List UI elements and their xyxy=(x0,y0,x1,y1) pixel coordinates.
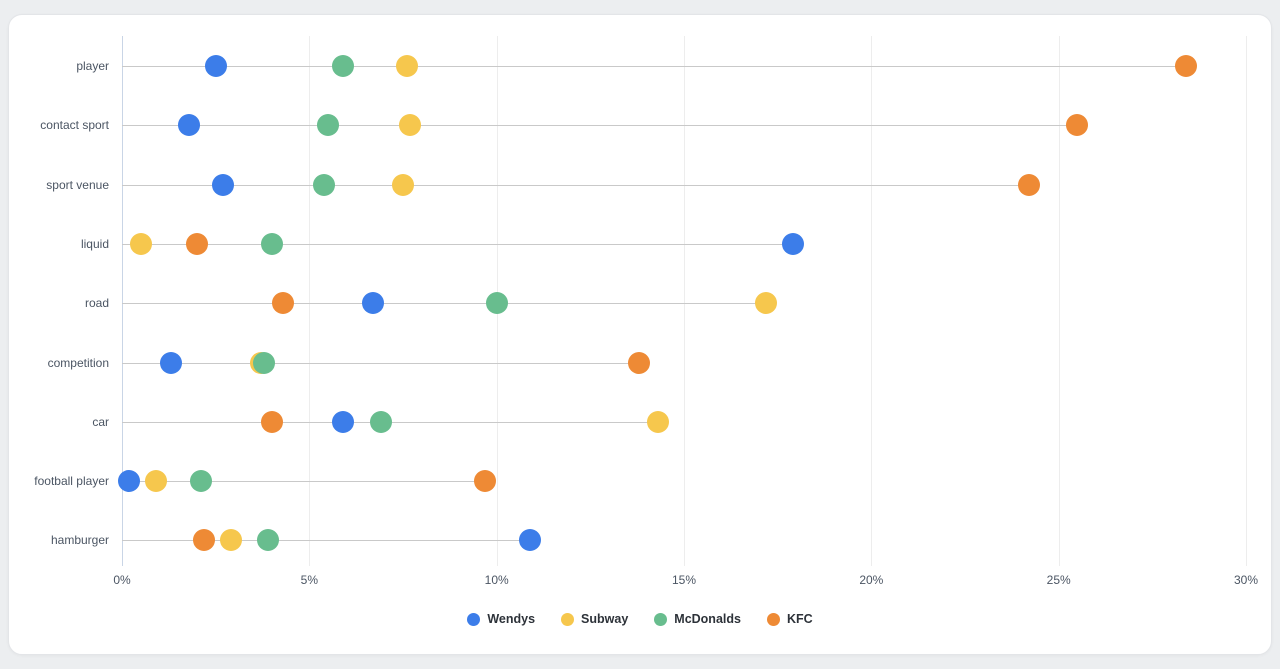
x-axis-tick-label: 30% xyxy=(1233,573,1259,587)
data-point-subway[interactable] xyxy=(129,232,152,255)
data-point-wendys[interactable] xyxy=(212,173,235,196)
data-point-kfc[interactable] xyxy=(260,410,283,433)
legend: Wendys Subway McDonalds KFC xyxy=(9,607,1271,631)
x-axis-tick-label: 10% xyxy=(484,573,509,587)
data-point-mcdonalds[interactable] xyxy=(253,351,276,374)
data-point-wendys[interactable] xyxy=(362,292,385,315)
x-axis-tick-label: 25% xyxy=(1046,573,1071,587)
data-point-subway[interactable] xyxy=(219,529,242,552)
data-point-subway[interactable] xyxy=(392,173,414,196)
chart-card: 0% 5% 10% 15% 20% 25% 30% player contact sport sp… xyxy=(8,14,1272,655)
legend-item-subway[interactable]: Subway xyxy=(561,612,628,626)
row-line xyxy=(122,303,767,305)
legend-item-kfc[interactable]: KFC xyxy=(766,612,813,626)
data-point-wendys[interactable] xyxy=(332,410,355,433)
data-point-subway[interactable] xyxy=(144,470,167,493)
y-axis-label: competition xyxy=(47,355,109,370)
legend-label: Wendys xyxy=(487,612,536,626)
legend-item-wendys[interactable]: Wendys xyxy=(467,612,535,626)
x-axis-tick-label: 0% xyxy=(113,573,131,587)
legend-swatch-icon xyxy=(561,612,575,626)
data-point-mcdonalds[interactable] xyxy=(332,55,355,77)
row-line xyxy=(122,66,1187,67)
row-line xyxy=(122,125,1078,127)
row-line xyxy=(122,481,486,483)
x-axis-tick-label: 5% xyxy=(300,573,318,587)
y-axis-label: sport venue xyxy=(46,177,109,192)
x-axis-tick-label: 20% xyxy=(859,573,884,587)
y-axis-label: liquid xyxy=(80,236,109,251)
data-point-subway[interactable] xyxy=(755,292,778,315)
data-point-mcdonalds[interactable] xyxy=(485,292,508,315)
legend-label: McDonalds xyxy=(674,612,741,626)
data-point-mcdonalds[interactable] xyxy=(317,114,340,137)
data-point-wendys[interactable] xyxy=(178,114,201,137)
data-point-kfc[interactable] xyxy=(185,232,208,255)
data-point-subway[interactable] xyxy=(395,55,418,77)
y-axis-line xyxy=(122,36,123,566)
data-point-subway[interactable] xyxy=(646,410,669,433)
y-axis-label: contact sport xyxy=(40,118,109,133)
x-grid-line xyxy=(871,36,873,566)
data-point-wendys[interactable] xyxy=(118,470,141,493)
x-axis-tick-label: 15% xyxy=(671,573,697,587)
data-point-mcdonalds[interactable] xyxy=(257,529,280,552)
row-line xyxy=(122,243,793,245)
y-axis-label: road xyxy=(84,296,109,311)
x-grid-line xyxy=(684,36,685,566)
data-point-kfc[interactable] xyxy=(1066,114,1089,137)
data-point-kfc[interactable] xyxy=(474,470,497,493)
x-grid-line xyxy=(1058,36,1060,566)
data-point-wendys[interactable] xyxy=(781,232,804,255)
legend-swatch-icon xyxy=(654,612,668,626)
data-point-wendys[interactable] xyxy=(159,351,182,374)
x-grid-line xyxy=(309,36,311,566)
y-axis-label: player xyxy=(76,59,109,73)
x-grid-line xyxy=(1246,36,1247,566)
row-line xyxy=(122,184,1029,186)
data-point-kfc[interactable] xyxy=(193,529,216,552)
data-point-mcdonalds[interactable] xyxy=(369,410,392,433)
legend-swatch-icon xyxy=(467,612,481,626)
data-point-mcdonalds[interactable] xyxy=(260,232,283,255)
y-axis-label: car xyxy=(92,414,109,429)
data-point-wendys[interactable] xyxy=(519,529,542,552)
scatter-plot: 0% 5% 10% 15% 20% 25% 30% player contact sport sp… xyxy=(9,15,1271,654)
legend-swatch-icon xyxy=(766,612,780,626)
row-line xyxy=(122,362,640,364)
legend-label: Subway xyxy=(581,612,629,626)
data-point-kfc[interactable] xyxy=(628,351,651,374)
data-point-kfc[interactable] xyxy=(1017,173,1040,196)
data-point-kfc[interactable] xyxy=(272,292,295,315)
data-point-mcdonalds[interactable] xyxy=(313,173,336,196)
data-point-kfc[interactable] xyxy=(1175,55,1198,77)
data-point-subway[interactable] xyxy=(399,114,422,137)
legend-label: KFC xyxy=(786,612,813,626)
legend-item-mcdonalds[interactable]: McDonalds xyxy=(654,612,741,626)
y-axis-label: football player xyxy=(34,474,109,489)
y-axis-label: hamburger xyxy=(50,533,109,548)
row-line xyxy=(122,540,531,542)
data-point-wendys[interactable] xyxy=(204,55,227,77)
data-point-mcdonalds[interactable] xyxy=(189,470,212,493)
